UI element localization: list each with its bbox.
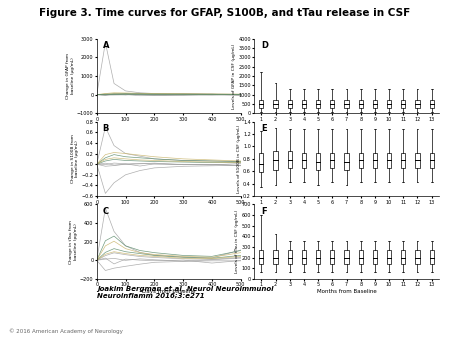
Bar xyxy=(316,250,320,264)
Bar xyxy=(344,153,349,170)
Y-axis label: Levels of GFAP in CSF (μg/mL): Levels of GFAP in CSF (μg/mL) xyxy=(232,43,236,109)
Bar xyxy=(302,100,306,107)
Y-axis label: Change in tTau from
baseline (pg/mL): Change in tTau from baseline (pg/mL) xyxy=(69,220,78,264)
Bar xyxy=(344,250,349,264)
Bar xyxy=(359,153,363,168)
Bar xyxy=(387,153,391,168)
Text: A: A xyxy=(103,41,109,50)
Text: B: B xyxy=(103,124,109,133)
Bar xyxy=(330,100,334,107)
Bar xyxy=(274,250,278,264)
Text: F: F xyxy=(261,207,267,216)
Bar xyxy=(274,100,278,107)
X-axis label: Months from Baseline: Months from Baseline xyxy=(317,289,376,294)
Bar xyxy=(401,100,405,107)
Bar xyxy=(288,100,292,107)
Bar xyxy=(415,100,419,107)
Text: Figure 3. Time curves for GFAP, S100B, and tTau release in CSF: Figure 3. Time curves for GFAP, S100B, a… xyxy=(40,8,410,19)
Bar xyxy=(259,250,263,264)
Bar xyxy=(259,153,263,172)
Bar xyxy=(429,100,434,107)
Text: D: D xyxy=(261,41,269,50)
Text: E: E xyxy=(261,124,267,133)
Bar xyxy=(401,153,405,168)
Bar xyxy=(302,250,306,264)
Bar xyxy=(316,100,320,107)
Bar xyxy=(373,100,377,107)
Bar xyxy=(429,250,434,264)
Y-axis label: Levels of S100B in CSF (μg/mL): Levels of S100B in CSF (μg/mL) xyxy=(237,125,241,193)
Bar xyxy=(330,153,334,168)
Bar xyxy=(359,100,363,107)
Bar xyxy=(274,151,278,170)
X-axis label: Days from baseline: Days from baseline xyxy=(142,289,195,294)
Y-axis label: Change in GFAP from
baseline (μg/mL): Change in GFAP from baseline (μg/mL) xyxy=(66,53,75,99)
Bar xyxy=(415,250,419,264)
Bar xyxy=(401,250,405,264)
Bar xyxy=(373,250,377,264)
Bar xyxy=(316,153,320,170)
Text: © 2016 American Academy of Neurology: © 2016 American Academy of Neurology xyxy=(9,328,123,334)
Y-axis label: Levels of tTau in CSF (pg/mL): Levels of tTau in CSF (pg/mL) xyxy=(235,210,239,273)
Text: C: C xyxy=(103,207,108,216)
Bar xyxy=(259,100,263,107)
Bar xyxy=(415,153,419,168)
Y-axis label: Change in S100B from
baseline (μg/mL): Change in S100B from baseline (μg/mL) xyxy=(71,135,79,183)
Bar xyxy=(373,153,377,168)
Bar xyxy=(429,153,434,168)
Bar xyxy=(288,250,292,264)
Bar xyxy=(302,153,306,168)
Bar xyxy=(344,100,349,107)
Bar xyxy=(387,250,391,264)
Bar xyxy=(330,250,334,264)
Bar xyxy=(359,250,363,264)
Bar xyxy=(387,100,391,107)
Bar xyxy=(288,151,292,168)
Text: Joakim Bergman et al. Neurol Neuroimmunol
Neuroinflamm 2016;3:e271: Joakim Bergman et al. Neurol Neuroimmuno… xyxy=(97,286,273,299)
